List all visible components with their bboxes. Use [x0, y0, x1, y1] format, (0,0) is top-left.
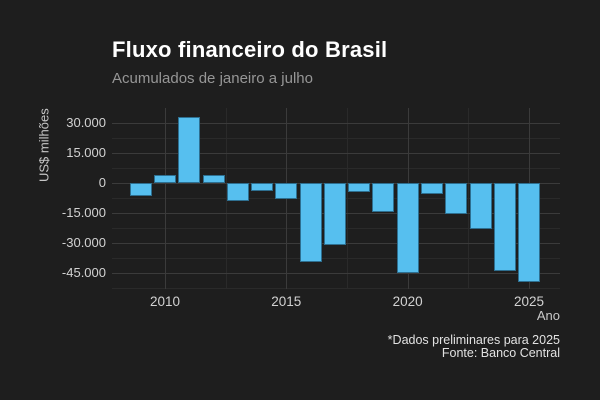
v-gridline-minor	[347, 108, 348, 289]
bar-2016	[299, 183, 322, 262]
y-tick-label-0: 0	[98, 175, 106, 190]
h-gridline-major	[112, 153, 560, 154]
bar-2015	[275, 183, 298, 199]
bar-2017	[323, 183, 346, 245]
caption-line-1: *Dados preliminares para 2025	[387, 333, 560, 347]
bar-2018	[348, 183, 371, 192]
h-gridline-minor	[112, 258, 560, 259]
bar-2021	[420, 183, 443, 194]
y-tick-label-15000: 15.000	[66, 145, 106, 160]
v-gridline-major	[165, 108, 166, 289]
chart-caption: *Dados preliminares para 2025 Fonte: Ban…	[260, 334, 560, 359]
v-gridline-minor	[468, 108, 470, 289]
y-tick-label--15000: -15.000	[61, 205, 106, 220]
h-gridline-minor	[112, 168, 560, 169]
y-tick-label--30000: -30.000	[61, 235, 106, 250]
plot-panel	[112, 108, 560, 289]
x-tick-label-2010: 2010	[149, 294, 181, 309]
bar-2024	[493, 183, 516, 271]
x-tick-label-2020: 2020	[392, 294, 423, 309]
h-gridline-major	[112, 123, 560, 124]
bar-2010	[154, 175, 176, 183]
chart-title: Fluxo financeiro do Brasil	[112, 37, 388, 62]
y-tick-label-30000: 30.000	[66, 115, 106, 130]
bar-2020	[396, 183, 419, 273]
bar-2025	[518, 183, 540, 282]
bar-2012	[202, 175, 225, 183]
h-gridline-minor	[112, 138, 560, 139]
x-tick-label-2025: 2025	[513, 294, 545, 309]
y-tick-label--45000: -45.000	[61, 265, 106, 280]
x-axis-title: Ano	[536, 308, 560, 323]
bar-2023	[469, 183, 492, 229]
bar-2019	[372, 183, 395, 212]
bar-2014	[251, 183, 274, 191]
bar-2013	[226, 183, 249, 201]
caption-line-2: Fonte: Banco Central	[441, 345, 560, 360]
h-gridline-major	[112, 273, 560, 274]
bar-2011	[178, 117, 201, 183]
chart-subtitle: Acumulados de janeiro a julho	[112, 70, 313, 87]
bar-2022	[445, 183, 468, 214]
x-tick-label-2015: 2015	[271, 294, 302, 309]
h-gridline-minor	[112, 288, 560, 289]
v-gridline-minor	[225, 108, 227, 289]
bar-2009	[129, 183, 152, 196]
